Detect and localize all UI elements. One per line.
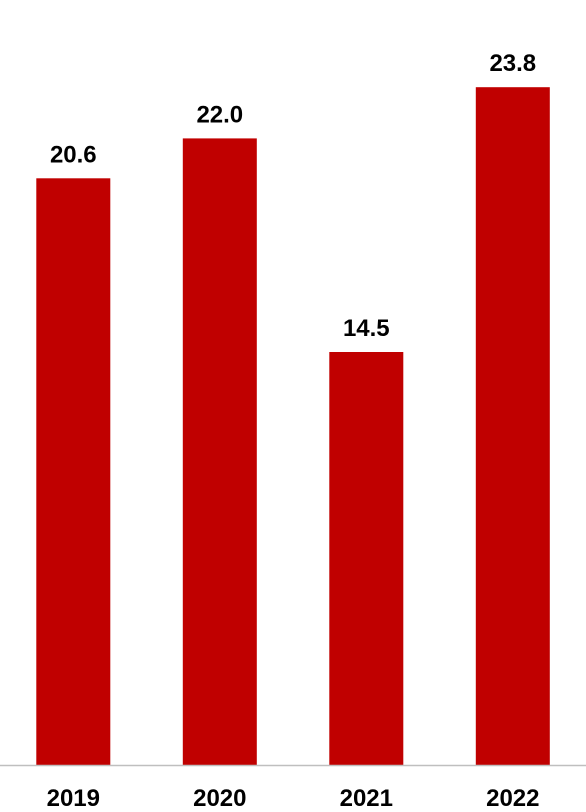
value-label-2019: 20.6 [50,141,97,168]
value-label-2022: 23.8 [489,50,536,77]
bar-2022 [475,87,550,765]
bar-2021 [329,352,404,765]
value-label-2020: 22.0 [196,101,243,128]
bar-2020 [182,138,257,765]
bars-group [36,87,550,766]
value-label-2021: 14.5 [343,315,390,342]
bar-2019 [36,178,111,766]
category-labels-group: 2019 2020 2021 2022 [47,785,540,812]
category-label-2020: 2020 [193,785,246,812]
category-label-2022: 2022 [486,785,539,812]
category-label-2021: 2021 [340,785,393,812]
value-labels-group: 20.6 22.0 14.5 23.8 [50,50,536,342]
category-label-2019: 2019 [47,785,100,812]
